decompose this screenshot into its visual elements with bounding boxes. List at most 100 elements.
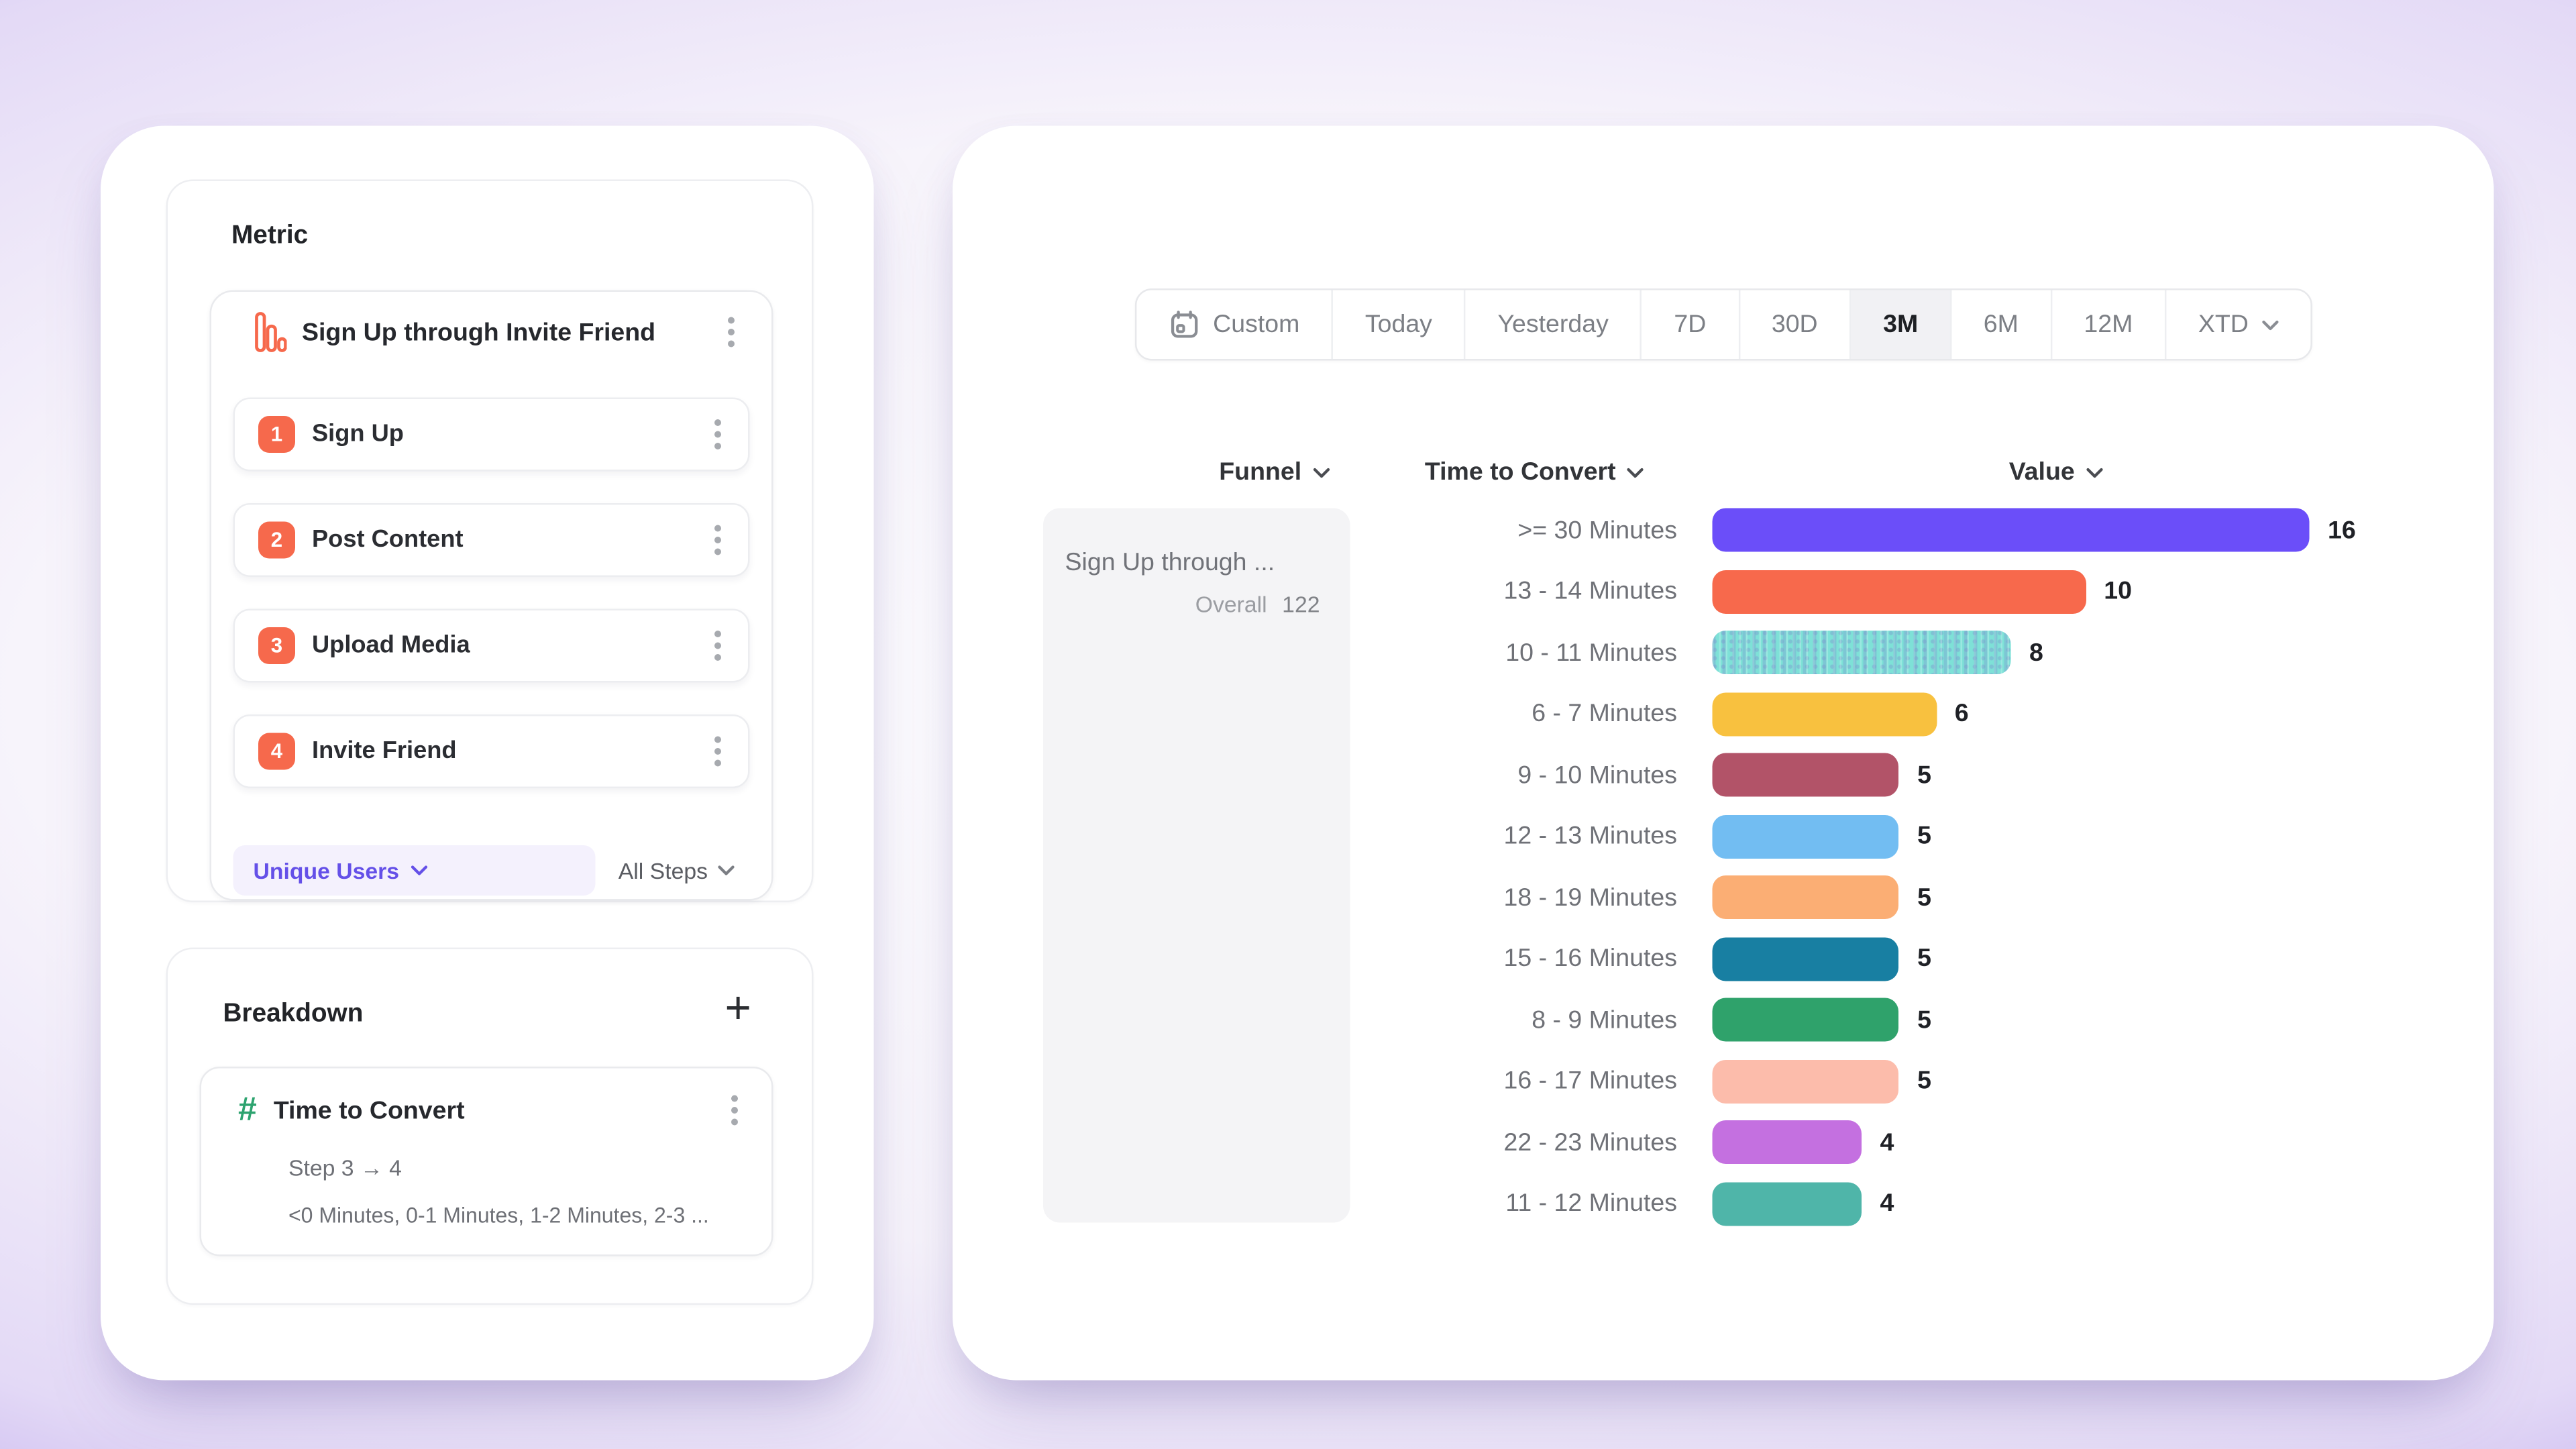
bar[interactable] — [1712, 692, 1937, 736]
range-option-xtd[interactable]: XTD — [2166, 290, 2310, 360]
range-option-12m[interactable]: 12M — [2052, 290, 2167, 359]
kebab-menu-icon[interactable] — [728, 1088, 741, 1132]
step-label: Post Content — [312, 527, 464, 553]
chevron-down-icon — [1627, 468, 1644, 478]
funnel-step-upload-media[interactable]: 3 Upload Media — [233, 608, 750, 683]
kebab-menu-icon[interactable] — [724, 310, 738, 354]
step-label: Invite Friend — [312, 738, 457, 765]
range-option-7d[interactable]: 7D — [1642, 290, 1740, 359]
chart-row: 8 - 9 Minutes 5 — [1372, 989, 2356, 1051]
bucket-label: 11 - 12 Minutes — [1505, 1189, 1677, 1218]
breakdown-title-row: # Time to Convert — [201, 1069, 771, 1152]
bar[interactable] — [1712, 631, 2011, 675]
steps-scope-dropdown[interactable]: All Steps — [619, 858, 735, 883]
bucket-label: 9 - 10 Minutes — [1517, 761, 1677, 790]
range-option-label: 30D — [1771, 310, 1818, 339]
chart-row: 10 - 11 Minutes 8 — [1372, 623, 2356, 684]
bar[interactable] — [1712, 508, 2310, 553]
metric-card: Sign Up through Invite Friend 1 Sign Up 2 P… — [209, 290, 773, 901]
chart-row: 22 - 23 Minutes 4 — [1372, 1112, 2356, 1173]
chart-row: 6 - 7 Minutes 6 — [1372, 684, 2356, 745]
funnel-step-sign-up[interactable]: 1 Sign Up — [233, 397, 750, 472]
chevron-down-icon — [2262, 319, 2279, 329]
column-header-time-to-convert[interactable]: Time to Convert — [1401, 453, 1669, 490]
bar-value: 10 — [2104, 577, 2132, 606]
kebab-menu-icon[interactable] — [711, 729, 724, 773]
step-number-badge: 3 — [258, 627, 295, 664]
range-option-yesterday[interactable]: Yesterday — [1466, 290, 1642, 359]
bar-value: 6 — [1954, 700, 1969, 729]
bar-value: 4 — [1880, 1128, 1894, 1157]
bar-value: 16 — [2328, 516, 2356, 545]
bucket-label: 10 - 11 Minutes — [1505, 638, 1677, 667]
column-header-label: Time to Convert — [1424, 457, 1616, 486]
kebab-menu-icon[interactable] — [711, 518, 724, 561]
overall-value: 122 — [1282, 592, 1320, 618]
kebab-menu-icon[interactable] — [711, 624, 724, 667]
range-option-label: Custom — [1213, 310, 1300, 339]
range-option-3m[interactable]: 3M — [1851, 290, 1952, 359]
column-header-funnel[interactable]: Funnel — [1174, 453, 1375, 490]
metric-title-row[interactable]: Sign Up through Invite Friend — [211, 292, 771, 372]
bar-value: 4 — [1880, 1189, 1894, 1218]
bar[interactable] — [1712, 1181, 1862, 1226]
steps-scope-label: All Steps — [618, 857, 708, 883]
column-header-value[interactable]: Value — [1922, 453, 2190, 490]
bar-value: 8 — [2029, 638, 2043, 667]
breakdown-card[interactable]: # Time to Convert Step 3 → 4 <0 Minutes,… — [199, 1067, 773, 1256]
bucket-label: 6 - 7 Minutes — [1532, 700, 1677, 729]
bar-value: 5 — [1917, 1067, 1931, 1096]
range-option-label: 3M — [1883, 310, 1919, 339]
overall-label: Overall — [1195, 592, 1267, 618]
chevron-down-icon — [718, 865, 735, 875]
chart-row: 13 - 14 Minutes 10 — [1372, 561, 2356, 622]
bar[interactable] — [1712, 753, 1899, 798]
bucket-label: 12 - 13 Minutes — [1503, 822, 1677, 851]
metric-section-title: Metric — [231, 221, 309, 250]
chart-row: 11 - 12 Minutes 4 — [1372, 1173, 2356, 1234]
counting-method-label: Unique Users — [253, 857, 400, 883]
bar[interactable] — [1712, 936, 1899, 981]
range-option-label: 12M — [2084, 310, 2133, 339]
breakdown-property-name: Time to Convert — [273, 1095, 465, 1125]
chevron-down-icon — [1313, 468, 1330, 478]
bar[interactable] — [1712, 1120, 1862, 1165]
bucket-label: 15 - 16 Minutes — [1503, 945, 1677, 973]
bucket-label: 18 - 19 Minutes — [1503, 883, 1677, 912]
range-option-custom[interactable]: Custom — [1136, 290, 1334, 359]
bar[interactable] — [1712, 814, 1899, 859]
counting-method-dropdown[interactable]: Unique Users — [233, 845, 596, 896]
bar[interactable] — [1712, 570, 2086, 614]
funnel-step-invite-friend[interactable]: 4 Invite Friend — [233, 714, 750, 788]
chevron-down-icon — [2086, 468, 2103, 478]
kebab-menu-icon[interactable] — [711, 413, 724, 456]
range-option-label: 6M — [1983, 310, 2019, 339]
query-builder-panel: Metric Sign Up through Invite Friend 1 Si… — [101, 125, 874, 1381]
calendar-icon — [1170, 311, 1197, 338]
breakdown-buckets-preview: <0 Minutes, 0-1 Minutes, 1-2 Minutes, 2-… — [288, 1202, 709, 1228]
funnel-step-post-content[interactable]: 2 Post Content — [233, 503, 750, 577]
bar[interactable] — [1712, 1059, 1899, 1104]
bucket-label: 8 - 9 Minutes — [1532, 1006, 1677, 1034]
bucket-label: 16 - 17 Minutes — [1503, 1067, 1677, 1096]
funnel-summary-card[interactable]: Sign Up through ... Overall 122 — [1043, 508, 1350, 1223]
column-header-label: Value — [2008, 457, 2075, 486]
date-range-selector: Custom Today Yesterday 7D 30D 3M 6M 12M XTD — [1134, 288, 2312, 361]
bar-value: 5 — [1917, 945, 1931, 973]
chart-row: 12 - 13 Minutes 5 — [1372, 806, 2356, 867]
bucket-label: 13 - 14 Minutes — [1503, 577, 1677, 606]
bucket-label: 22 - 23 Minutes — [1503, 1128, 1677, 1157]
bar[interactable] — [1712, 998, 1899, 1042]
bar-value: 5 — [1917, 883, 1931, 912]
bar[interactable] — [1712, 875, 1899, 920]
metric-footer: Unique Users All Steps — [233, 845, 735, 896]
range-option-6m[interactable]: 6M — [1951, 290, 2052, 359]
range-option-30d[interactable]: 30D — [1739, 290, 1851, 359]
range-option-label: Today — [1364, 310, 1432, 339]
add-breakdown-button[interactable]: + — [724, 983, 751, 1033]
breakdown-section: Breakdown + # Time to Convert Step 3 → 4… — [166, 947, 814, 1305]
funnel-name: Sign Up through ... — [1065, 548, 1275, 578]
range-option-today[interactable]: Today — [1333, 290, 1466, 359]
column-header-label: Funnel — [1219, 457, 1302, 486]
